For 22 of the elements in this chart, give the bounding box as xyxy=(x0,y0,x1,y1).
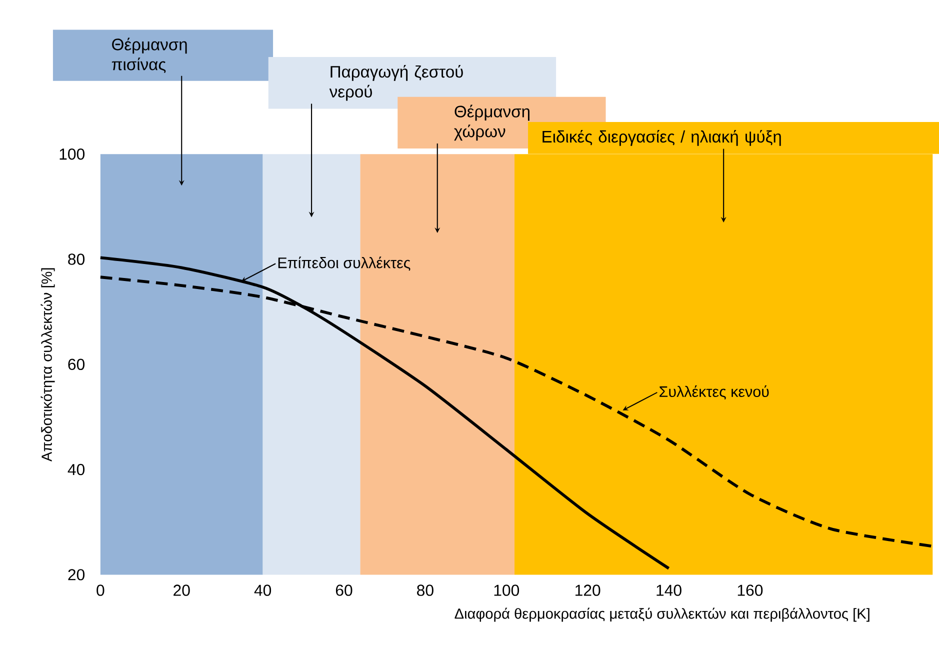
x-tick-label: 140 xyxy=(656,584,682,596)
x-tick-label: 100 xyxy=(494,584,520,596)
x-tick-label: 0 xyxy=(96,584,104,596)
x-tick-label: 120 xyxy=(576,584,600,596)
annotation: Συλλέκτες κενού xyxy=(660,385,769,400)
x-tick-label: 80 xyxy=(417,584,434,596)
band-label: Θέρμανση πισίνας xyxy=(112,38,187,73)
x-tick-label: 40 xyxy=(254,584,272,596)
x-tick-label: 60 xyxy=(336,584,352,596)
y-axis-title: Αποδοτικότητα συλλεκτών [%] xyxy=(40,268,55,462)
band-label: Ειδικές διεργασίες / ηλιακή ψύξη xyxy=(542,130,781,146)
y-tick-label: 80 xyxy=(68,254,85,265)
x-tick-label: 160 xyxy=(738,584,763,596)
band-label: Παραγωγή ζεστού νερού xyxy=(329,64,463,101)
y-tick-label: 100 xyxy=(60,148,85,160)
band-label: Θέρμανση χώρων xyxy=(454,104,530,140)
annotation: Επίπεδοι συλλέκτες xyxy=(278,256,410,271)
x-axis-title: Διαφορά θερμοκρασίας μεταξύ συλλεκτών και περιβάλλοντος [K] xyxy=(454,608,870,622)
x-tick-label: 20 xyxy=(174,584,190,596)
y-tick-label: 20 xyxy=(68,568,85,580)
y-tick-label: 60 xyxy=(68,358,85,370)
y-tick-label: 40 xyxy=(68,464,85,476)
